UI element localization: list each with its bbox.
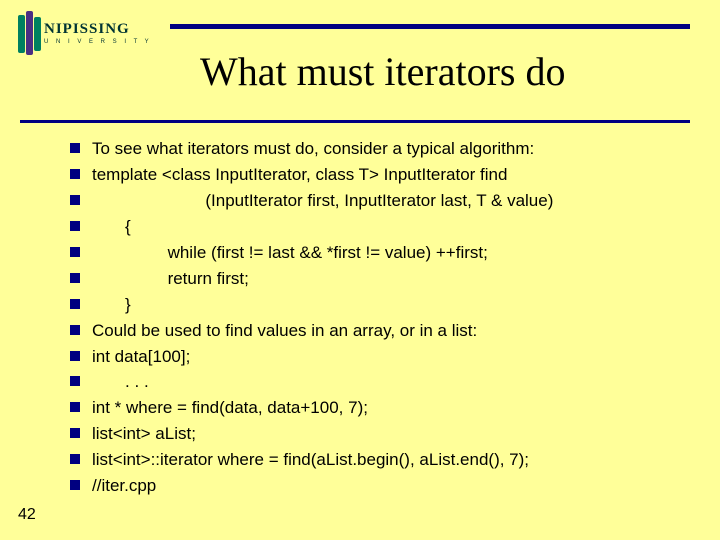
bullet-icon bbox=[70, 273, 80, 283]
bullet-row: To see what iterators must do, consider … bbox=[70, 138, 690, 161]
university-logo: NIPISSING U N I V E R S I T Y bbox=[18, 8, 158, 58]
slide: NIPISSING U N I V E R S I T Y What must … bbox=[0, 0, 720, 540]
bullet-icon bbox=[70, 247, 80, 257]
content-area: To see what iterators must do, consider … bbox=[70, 138, 690, 501]
bullet-row: . . . bbox=[70, 371, 690, 394]
bullet-text: } bbox=[92, 294, 131, 317]
logo-main-text: NIPISSING bbox=[44, 22, 152, 37]
bullet-text: { bbox=[92, 216, 131, 239]
bullet-row: while (first != last && *first != value)… bbox=[70, 242, 690, 265]
bullet-icon bbox=[70, 143, 80, 153]
bullet-row: int data[100]; bbox=[70, 346, 690, 369]
bullet-icon bbox=[70, 454, 80, 464]
bullet-row: list<int>::iterator where = find(aList.b… bbox=[70, 449, 690, 472]
bullet-row: } bbox=[70, 294, 690, 317]
bullet-text: list<int> aList; bbox=[92, 423, 196, 446]
bullet-icon bbox=[70, 299, 80, 309]
bullet-text: template <class InputIterator, class T> … bbox=[92, 164, 507, 187]
logo-sub-text: U N I V E R S I T Y bbox=[44, 39, 152, 45]
bullet-icon bbox=[70, 351, 80, 361]
bullet-icon bbox=[70, 376, 80, 386]
bullet-text: To see what iterators must do, consider … bbox=[92, 138, 534, 161]
bullet-row: return first; bbox=[70, 268, 690, 291]
bullet-text: int data[100]; bbox=[92, 346, 190, 369]
logo-bar bbox=[26, 11, 33, 55]
bullet-icon bbox=[70, 221, 80, 231]
bullet-row: list<int> aList; bbox=[70, 423, 690, 446]
bullet-text: while (first != last && *first != value)… bbox=[92, 242, 488, 265]
bullet-text: Could be used to find values in an array… bbox=[92, 320, 477, 343]
bullet-icon bbox=[70, 169, 80, 179]
bullet-text: return first; bbox=[92, 268, 249, 291]
bullet-icon bbox=[70, 325, 80, 335]
bullet-row: (InputIterator first, InputIterator last… bbox=[70, 190, 690, 213]
bullet-row: template <class InputIterator, class T> … bbox=[70, 164, 690, 187]
bullet-text: int * where = find(data, data+100, 7); bbox=[92, 397, 368, 420]
bullet-icon bbox=[70, 428, 80, 438]
logo-bar bbox=[18, 15, 25, 53]
bullet-text: //iter.cpp bbox=[92, 475, 156, 498]
slide-number: 42 bbox=[18, 506, 36, 524]
mid-rule bbox=[20, 120, 690, 123]
bullet-icon bbox=[70, 402, 80, 412]
bullet-text: list<int>::iterator where = find(aList.b… bbox=[92, 449, 529, 472]
logo-bar bbox=[34, 17, 41, 51]
bullet-row: Could be used to find values in an array… bbox=[70, 320, 690, 343]
slide-title: What must iterators do bbox=[200, 48, 565, 95]
bullet-icon bbox=[70, 195, 80, 205]
bullet-text: . . . bbox=[92, 371, 149, 394]
bullet-row: //iter.cpp bbox=[70, 475, 690, 498]
logo-mark bbox=[18, 11, 40, 55]
bullet-row: { bbox=[70, 216, 690, 239]
bullet-icon bbox=[70, 480, 80, 490]
bullet-row: int * where = find(data, data+100, 7); bbox=[70, 397, 690, 420]
top-rule bbox=[170, 24, 690, 29]
bullet-text: (InputIterator first, InputIterator last… bbox=[92, 190, 553, 213]
logo-text: NIPISSING U N I V E R S I T Y bbox=[44, 22, 152, 45]
